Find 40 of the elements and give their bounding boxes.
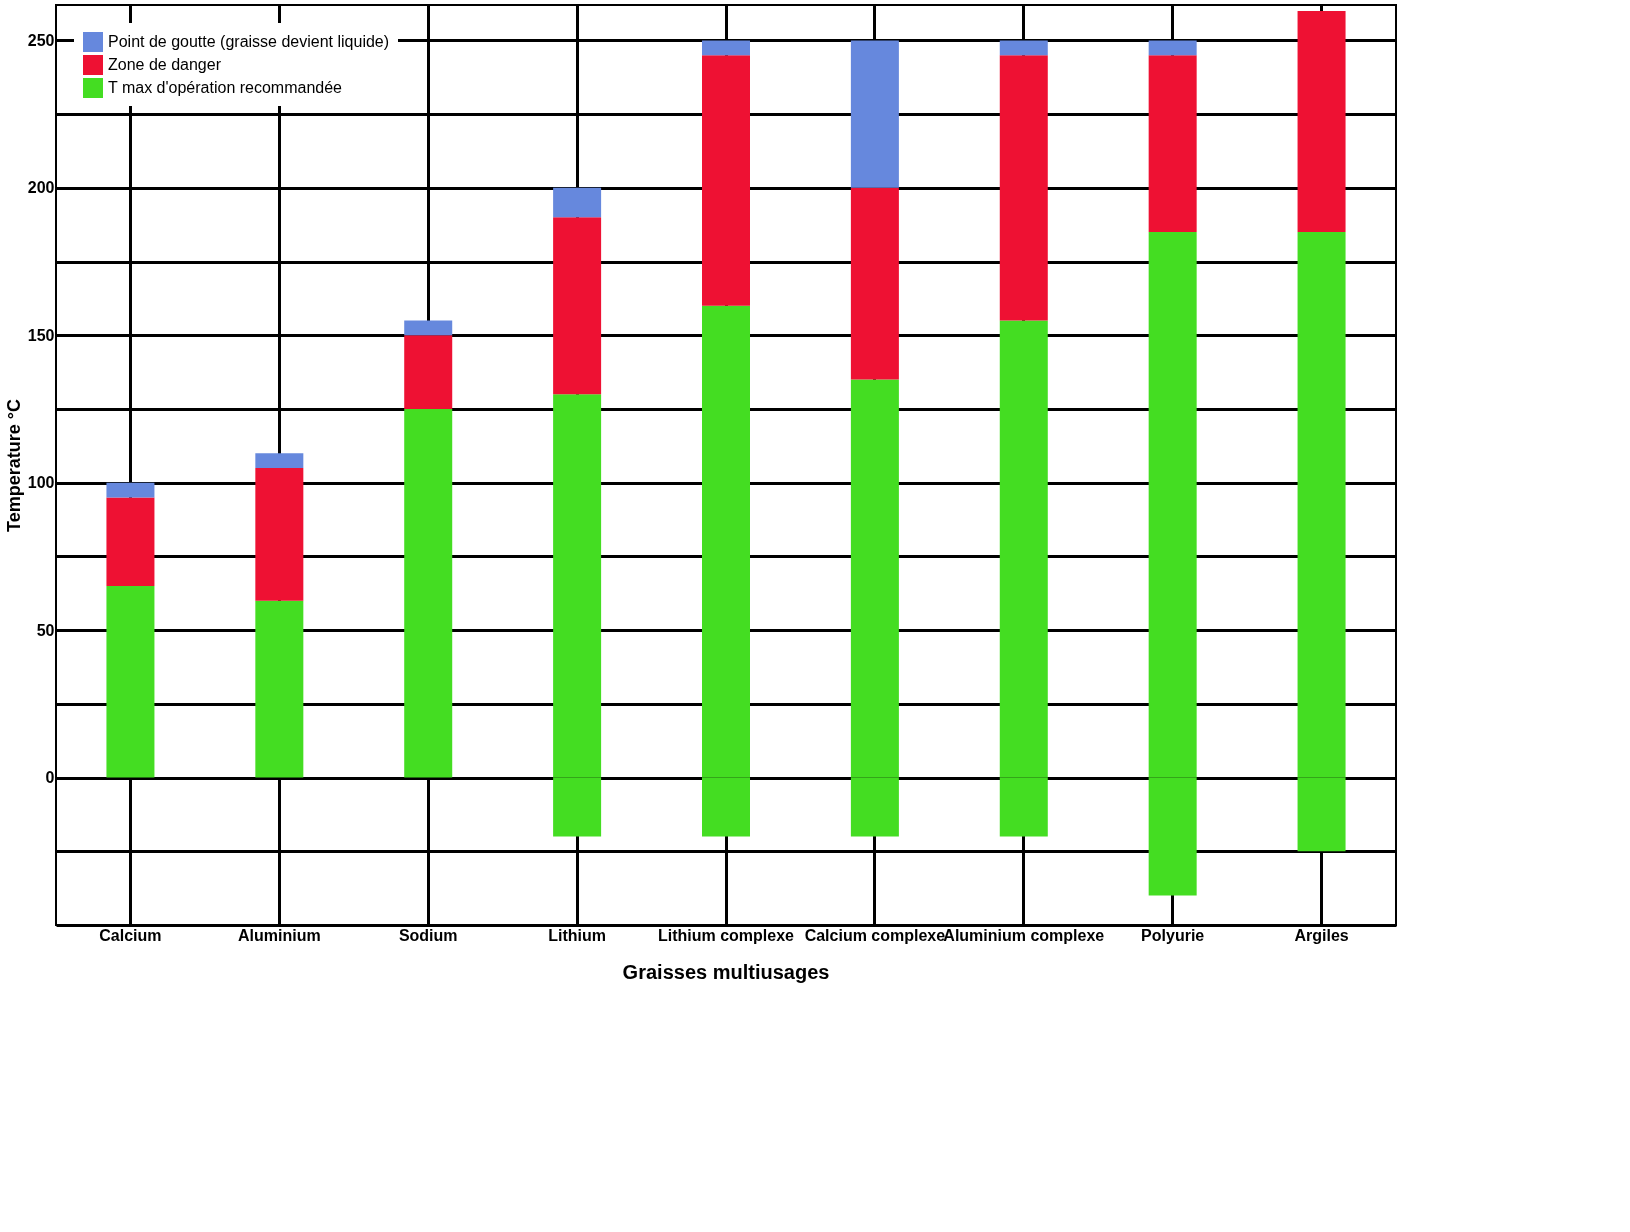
y-tick-label: 150 xyxy=(27,326,55,344)
bar xyxy=(106,482,155,498)
y-axis-title: Temperature °C xyxy=(3,399,24,532)
x-tick-label: Sodium xyxy=(398,926,458,944)
bar xyxy=(255,600,304,778)
x-tick-label: Argiles xyxy=(1294,926,1349,944)
bar xyxy=(553,217,602,395)
bar xyxy=(1148,55,1197,233)
y-tick-label: 250 xyxy=(27,31,55,49)
y-tick-label: 100 xyxy=(27,474,55,492)
text: Graisses multiusages xyxy=(622,961,830,983)
bar xyxy=(106,497,155,586)
bar xyxy=(702,40,750,56)
bar xyxy=(1297,10,1346,233)
y-tick-label: 200 xyxy=(27,179,55,197)
bar xyxy=(1148,40,1197,56)
bar xyxy=(106,585,155,778)
bar xyxy=(999,40,1048,56)
bar xyxy=(702,55,750,306)
bar xyxy=(404,320,453,336)
x-tick-label: Calcium complexe xyxy=(804,926,946,944)
bar xyxy=(850,187,899,380)
bar xyxy=(404,408,453,778)
legend-label: Zone de danger xyxy=(108,56,222,73)
x-tick-label: Aluminium xyxy=(238,926,321,944)
legend-label: Point de goutte (graisse devient liquide) xyxy=(108,33,390,50)
bar xyxy=(404,335,453,409)
x-tick-label: Lithium complexe xyxy=(657,926,795,944)
y-tick-label: 0 xyxy=(45,769,55,787)
x-tick-label: Calcium xyxy=(99,926,162,944)
legend-label: T max d'opération recommandée xyxy=(108,79,343,96)
x-tick-label: Aluminium complexe xyxy=(943,926,1105,944)
bar xyxy=(255,467,304,601)
x-tick-label: Lithium xyxy=(548,926,606,944)
bar xyxy=(255,453,304,468)
bar xyxy=(850,40,899,188)
bar xyxy=(553,187,602,218)
y-tick-label: 50 xyxy=(36,621,55,639)
bar xyxy=(999,55,1048,321)
x-tick-label: Polyurie xyxy=(1141,926,1205,944)
